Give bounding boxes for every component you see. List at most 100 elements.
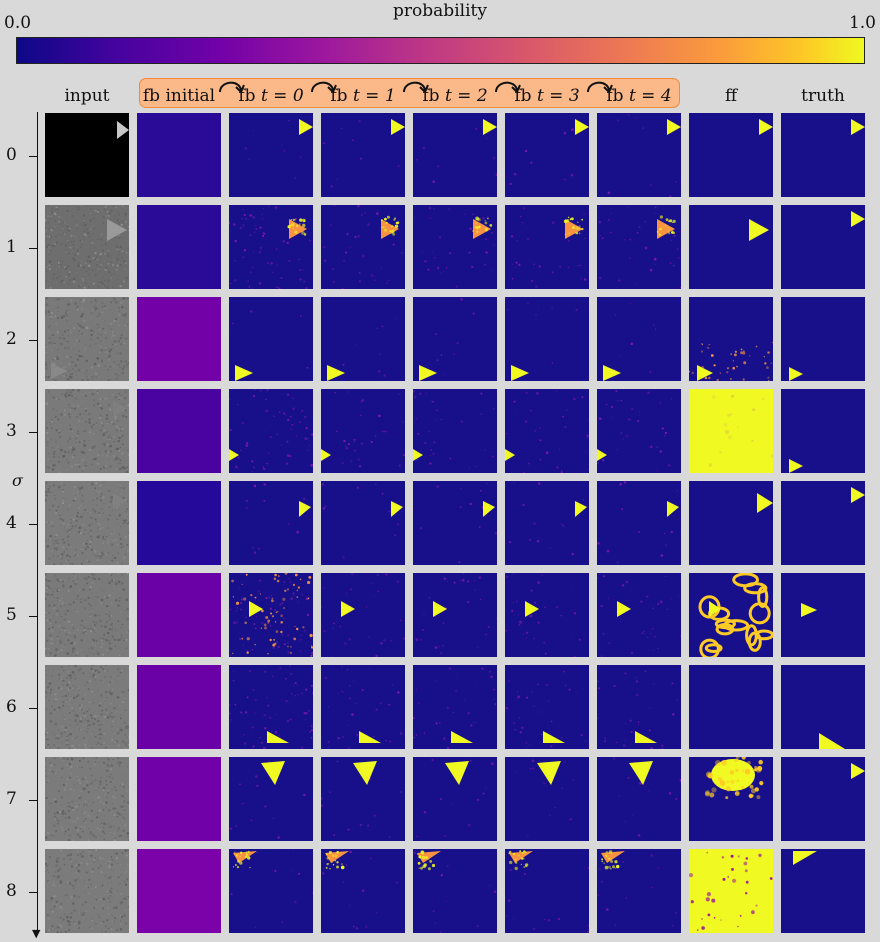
map-fb-t1-sigma-6 [321,665,405,749]
map-fb-t2-sigma-0 [413,113,497,197]
map-input-sigma-5 [45,573,129,657]
sigma-tick-label: 0 [6,145,17,165]
colorbar-title: probability [393,1,487,21]
map-truth-sigma-0 [781,113,865,197]
map-fb-t3-sigma-5 [505,573,589,657]
sigma-tick-label: 5 [6,605,17,625]
probability-colorbar [16,37,865,64]
column-label-fb-t2: fb t = 2 [422,86,488,106]
sigma-tick [29,340,37,341]
map-ff-sigma-7 [689,757,773,841]
map-fb-t2-sigma-6 [413,665,497,749]
map-ff-sigma-4 [689,481,773,565]
column-label-fb-initial: fb initial [142,86,216,106]
sigma-tick-label: 4 [6,513,17,533]
map-input-sigma-8 [45,849,129,933]
sigma-axis-label: σ [12,471,23,490]
map-fb-t3-sigma-2 [505,297,589,381]
map-ff-sigma-3 [689,389,773,473]
map-fb-t1-sigma-7 [321,757,405,841]
map-fb-t4-sigma-7 [597,757,681,841]
map-truth-sigma-7 [781,757,865,841]
map-truth-sigma-1 [781,205,865,289]
map-fb-t2-sigma-1 [413,205,497,289]
map-fb-t0-sigma-4 [229,481,313,565]
recurrence-arrow-icon [495,81,521,94]
map-fb-initial-sigma-1 [137,205,221,289]
map-fb-t3-sigma-3 [505,389,589,473]
map-fb-t0-sigma-2 [229,297,313,381]
recurrence-arrow-icon [587,81,613,94]
sigma-tick-label: 8 [6,881,17,901]
column-label-fb-t0: fb t = 0 [238,86,304,106]
map-fb-initial-sigma-3 [137,389,221,473]
column-label-fb-t4: fb t = 4 [606,86,672,106]
map-fb-t4-sigma-8 [597,849,681,933]
map-input-sigma-3 [45,389,129,473]
sigma-tick [29,708,37,709]
map-fb-t0-sigma-1 [229,205,313,289]
sigma-tick-label: 3 [6,421,17,441]
recurrence-arrow-icon [219,81,245,94]
map-fb-t1-sigma-5 [321,573,405,657]
sigma-tick [29,892,37,893]
map-fb-t4-sigma-1 [597,205,681,289]
map-fb-t4-sigma-2 [597,297,681,381]
sigma-tick [29,248,37,249]
map-fb-t1-sigma-3 [321,389,405,473]
map-fb-t1-sigma-1 [321,205,405,289]
map-ff-sigma-2 [689,297,773,381]
map-truth-sigma-5 [781,573,865,657]
map-ff-sigma-0 [689,113,773,197]
column-label-fb-t1: fb t = 1 [330,86,396,106]
map-ff-sigma-5 [689,573,773,657]
map-fb-t3-sigma-1 [505,205,589,289]
map-fb-t2-sigma-2 [413,297,497,381]
map-fb-t1-sigma-2 [321,297,405,381]
sigma-tick [29,800,37,801]
column-label-input: input [64,86,110,106]
recurrence-arrow-icon [311,81,337,94]
map-fb-t0-sigma-8 [229,849,313,933]
map-fb-t4-sigma-6 [597,665,681,749]
map-fb-t4-sigma-0 [597,113,681,197]
column-label-fb-t3: fb t = 3 [514,86,580,106]
map-truth-sigma-8 [781,849,865,933]
column-label-ff: ff [724,86,738,106]
sigma-tick [29,432,37,433]
sigma-tick-label: 7 [6,789,17,809]
map-fb-t3-sigma-4 [505,481,589,565]
map-fb-t4-sigma-5 [597,573,681,657]
map-fb-t3-sigma-7 [505,757,589,841]
map-ff-sigma-8 [689,849,773,933]
map-input-sigma-7 [45,757,129,841]
map-fb-initial-sigma-8 [137,849,221,933]
map-fb-t2-sigma-5 [413,573,497,657]
map-fb-t1-sigma-4 [321,481,405,565]
map-fb-initial-sigma-0 [137,113,221,197]
map-input-sigma-4 [45,481,129,565]
sigma-tick-label: 6 [6,697,17,717]
map-input-sigma-0 [45,113,129,197]
map-input-sigma-6 [45,665,129,749]
map-ff-sigma-1 [689,205,773,289]
map-fb-t2-sigma-7 [413,757,497,841]
map-fb-initial-sigma-7 [137,757,221,841]
map-fb-t1-sigma-8 [321,849,405,933]
map-fb-t4-sigma-3 [597,389,681,473]
map-ff-sigma-6 [689,665,773,749]
map-truth-sigma-2 [781,297,865,381]
map-fb-t0-sigma-0 [229,113,313,197]
sigma-axis-line [37,112,38,934]
sigma-tick [29,524,37,525]
map-fb-initial-sigma-4 [137,481,221,565]
map-fb-t3-sigma-0 [505,113,589,197]
sigma-tick [29,156,37,157]
map-fb-t3-sigma-6 [505,665,589,749]
map-fb-t4-sigma-4 [597,481,681,565]
sigma-tick-label: 1 [6,237,17,257]
map-fb-t0-sigma-5 [229,573,313,657]
map-input-sigma-1 [45,205,129,289]
map-fb-t1-sigma-0 [321,113,405,197]
map-fb-t0-sigma-7 [229,757,313,841]
